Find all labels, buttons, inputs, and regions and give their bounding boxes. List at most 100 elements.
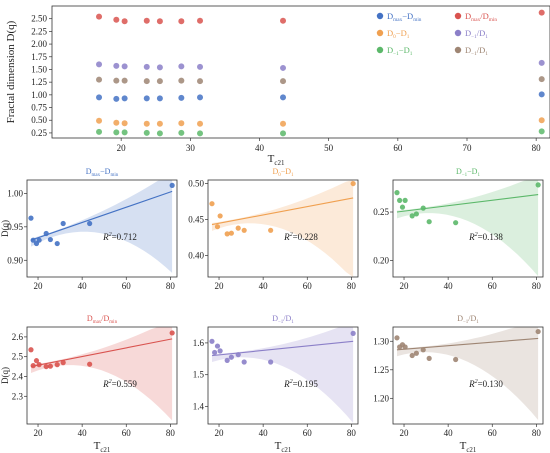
- p6-point-6: [420, 347, 426, 353]
- p5-fit-line: [211, 340, 354, 357]
- x-label-sub: c21: [100, 446, 111, 453]
- top-x-tick-label: 40: [255, 143, 265, 153]
- label-sub: max: [393, 17, 402, 23]
- r2-sup: 2: [290, 379, 293, 385]
- r2-r: R: [102, 379, 109, 389]
- p6-title: D−1/D1: [457, 314, 479, 325]
- r2-value: =0.559: [112, 379, 138, 389]
- p2-y-tick-label: 0.40: [188, 250, 204, 260]
- p4-point-4: [43, 363, 49, 370]
- p5-point-5: [228, 354, 234, 360]
- p3-point-5: [413, 211, 419, 217]
- top-point-s4-7: [280, 130, 287, 137]
- label-sub2: 1: [291, 173, 294, 178]
- p3-confidence-band: [397, 180, 539, 277]
- top-y-tick-label: 2.50: [31, 14, 47, 24]
- p2-confidence-band: [212, 180, 354, 277]
- top-point-s3-4: [156, 64, 163, 71]
- p5-x-axis-title: Tc21: [275, 440, 292, 453]
- top-point-s2-4: [156, 120, 163, 127]
- label-sub: −1: [462, 173, 468, 178]
- top-y-axis-title: Fractal dimension D(q): [5, 20, 17, 123]
- p4-x-axis-title: Tc21: [94, 440, 111, 453]
- p4-fit-line: [30, 338, 173, 368]
- p2-y-tick-label: 0.50: [188, 179, 204, 189]
- r2-sup: 2: [475, 232, 478, 238]
- p4-r2-label: R2=0.559: [102, 379, 137, 389]
- p1-x-tick-label: 20: [34, 281, 44, 291]
- p3-point-0: [394, 190, 400, 196]
- top-point-s4-0: [96, 128, 103, 135]
- label-sub2: 1: [407, 34, 410, 40]
- p5-x-tick-label: 40: [259, 428, 269, 438]
- top-y-tick-label: 0.25: [31, 128, 47, 138]
- top-point-s5-0: [96, 76, 103, 83]
- p5-x-tick-label: 20: [215, 428, 225, 438]
- p5-y-tick-label: 1.6: [193, 338, 205, 348]
- p4-y-tick-label: 2.6: [12, 332, 24, 342]
- label-sub2: min: [109, 320, 117, 325]
- top-point-s3-6: [197, 63, 204, 70]
- p1-y-tick-label: 1.00: [7, 188, 23, 198]
- top-point-s1-5: [178, 18, 185, 25]
- top-point-s3-2: [121, 63, 128, 70]
- p3-r2-label: R2=0.138: [468, 232, 503, 242]
- r2-r: R: [283, 232, 290, 242]
- p6-x-tick-label: 40: [444, 428, 454, 438]
- p1-point-0: [28, 215, 34, 221]
- label-main: D: [272, 167, 278, 176]
- label-sub2: 1: [476, 320, 479, 325]
- r2-sup: 2: [290, 232, 293, 238]
- p5-point-1: [212, 349, 218, 356]
- p4-y-tick-label: 2.3: [12, 391, 24, 401]
- top-x-tick-label: 50: [324, 143, 334, 153]
- top-point-s3-3: [143, 63, 150, 70]
- top-point-s2-5: [178, 120, 185, 127]
- p4-x-tick-label: 20: [34, 428, 44, 438]
- p4-point-9: [169, 330, 175, 336]
- r2-value: =0.138: [478, 232, 504, 242]
- top-point-s1-1: [113, 16, 120, 23]
- label-main: D: [465, 45, 471, 55]
- p4-x-tick-label: 80: [166, 428, 176, 438]
- label-sub2: 1: [410, 51, 413, 57]
- p1-point-1: [30, 237, 36, 243]
- p1-point-5: [47, 236, 53, 243]
- legend-marker-5: [454, 46, 462, 54]
- p5-y-tick-label: 1.4: [193, 402, 205, 412]
- p4-y-tick-label: 2.4: [12, 371, 24, 381]
- top-x-axis-title: Tc21: [268, 153, 285, 167]
- top-point-s3-5: [178, 63, 185, 70]
- label-sub: −1: [463, 320, 469, 325]
- p1-fit-line: [30, 190, 173, 241]
- p6-x-tick-label: 20: [400, 428, 410, 438]
- top-y-tick-label: 1.00: [31, 90, 47, 100]
- top-point-s4-4: [156, 130, 163, 137]
- label-mid: −D: [396, 28, 407, 38]
- p1-y-tick-label: 0.95: [7, 222, 23, 232]
- top-point-s2-8: [538, 117, 545, 124]
- p2-x-tick-label: 20: [215, 281, 225, 291]
- top-x-tick-label: 80: [532, 143, 542, 153]
- p3-x-tick-label: 40: [444, 281, 454, 291]
- top-point-s1-0: [96, 13, 103, 20]
- p3-point-4: [409, 213, 415, 219]
- top-y-tick-label: 1.75: [31, 52, 47, 62]
- label-sub2: 1: [485, 51, 488, 57]
- p6-point-8: [453, 356, 459, 363]
- r2-r: R: [468, 232, 475, 242]
- p2-x-tick-label: 60: [303, 281, 313, 291]
- label-mid: −D: [281, 167, 292, 176]
- top-point-s2-2: [121, 120, 128, 127]
- top-y-tick-label: 0.75: [31, 103, 47, 113]
- r2-value: =0.195: [293, 379, 319, 389]
- p4-point-5: [47, 363, 53, 369]
- label-mid: /D: [477, 28, 486, 38]
- label-main: D: [86, 167, 92, 176]
- p1-r2-label: R2=0.712: [102, 232, 137, 242]
- p5-y-tick-label: 1.5: [193, 370, 205, 380]
- label-sub2: min: [489, 17, 498, 23]
- label-sub: max: [93, 320, 102, 325]
- p6-plot-frame: [392, 326, 544, 425]
- top-point-s2-7: [280, 120, 287, 127]
